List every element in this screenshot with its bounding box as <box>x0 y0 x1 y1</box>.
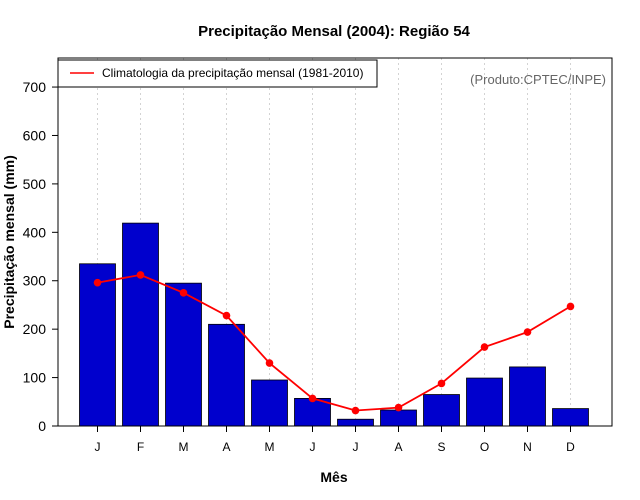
legend-entry-climatology: Climatologia da precipitação mensal (198… <box>102 66 363 80</box>
x-tick-label-11: N <box>523 440 532 454</box>
bar-series <box>79 222 589 427</box>
climatology-point-2 <box>136 271 145 279</box>
x-tick-label-12: D <box>566 440 575 454</box>
legend-box <box>57 59 378 88</box>
x-tick-label-8: A <box>394 440 402 454</box>
climatology-point-7 <box>351 406 360 415</box>
climatology-point-12 <box>566 302 575 311</box>
y-axis-label: Precipitação mensal (mm) <box>1 155 17 329</box>
x-tick-label-9: S <box>437 440 445 454</box>
bar-j-7 <box>337 418 374 427</box>
climatology-point-3 <box>179 289 188 297</box>
bar-f-2 <box>122 222 159 427</box>
climatology-series <box>93 271 575 415</box>
y-tick-label-500: 500 <box>23 176 47 192</box>
climatology-point-11 <box>523 328 532 336</box>
y-tick-label-0: 0 <box>38 418 46 434</box>
bar-o-10 <box>466 377 503 427</box>
bar-d-12 <box>552 408 589 427</box>
y-tick-label-600: 600 <box>23 127 47 143</box>
y-axis: 0 100 200 300 400 500 600 700 <box>23 79 58 434</box>
y-tick-label-400: 400 <box>23 224 47 240</box>
climatology-line <box>97 273 571 412</box>
bar-m-3 <box>165 282 202 427</box>
x-tick-label-6: J <box>310 440 316 454</box>
climatology-point-6 <box>308 394 317 403</box>
plot-frame <box>57 57 613 427</box>
x-tick-label-5: M <box>265 440 275 454</box>
bar-a-8 <box>380 409 417 427</box>
y-tick-label-700: 700 <box>23 79 47 95</box>
y-tick-label-100: 100 <box>23 370 47 386</box>
legend: Climatologia da precipitação mensal (198… <box>57 59 378 88</box>
x-tick-label-2: F <box>137 440 144 454</box>
x-tick-label-10: O <box>480 440 489 454</box>
bar-m-5 <box>251 379 288 427</box>
x-tick-label-7: J <box>353 440 359 454</box>
bar-n-11 <box>509 366 546 427</box>
y-tick-label-200: 200 <box>23 321 47 337</box>
bar-j-1 <box>79 263 116 427</box>
chart-title: Precipitação Mensal (2004): Região 54 <box>198 23 470 40</box>
x-tick-label-3: M <box>179 440 189 454</box>
x-tick-label-1: J <box>95 440 101 454</box>
climatology-point-10 <box>480 343 489 351</box>
bar-j-6 <box>294 397 331 427</box>
climatology-point-8 <box>394 403 403 412</box>
climatology-point-1 <box>93 278 102 287</box>
source-credit: (Produto:CPTEC/INPE) <box>470 72 606 87</box>
bar-a-4 <box>208 323 245 427</box>
x-tick-label-4: A <box>222 440 230 454</box>
x-axis-label: Mês <box>320 469 347 485</box>
y-tick-label-300: 300 <box>23 273 47 289</box>
climatology-point-9 <box>437 379 446 388</box>
bar-s-9 <box>423 394 460 427</box>
climatology-point-5 <box>265 359 274 367</box>
climatology-point-4 <box>222 311 231 320</box>
